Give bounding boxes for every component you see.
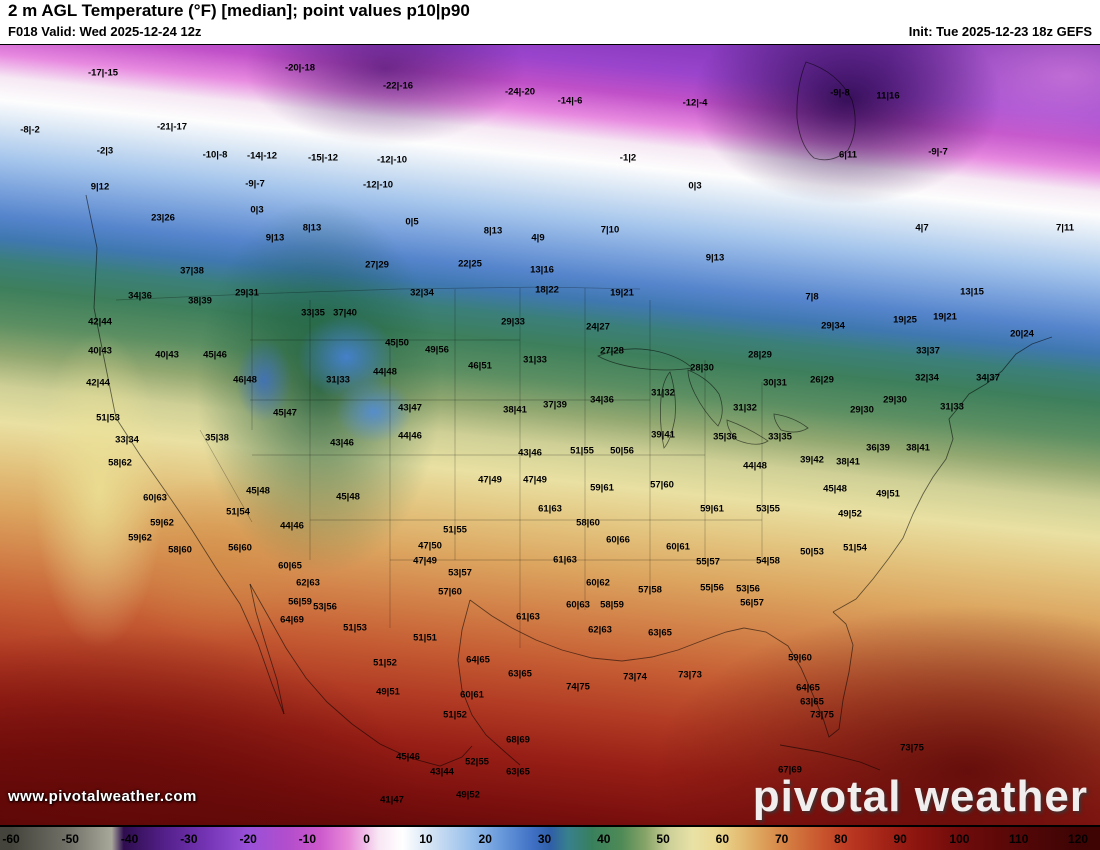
- colorbar-tick: 0: [363, 831, 370, 846]
- page-title: 2 m AGL Temperature (°F) [median]; point…: [8, 1, 470, 20]
- colorbar-tick: 30: [537, 831, 552, 846]
- colorbar-tick: 110: [1009, 831, 1029, 846]
- colorbar-tick: -60: [2, 831, 20, 846]
- colorbar-tick: 80: [834, 831, 848, 846]
- brand-watermark: pivotal weather: [752, 772, 1088, 821]
- site-watermark: www.pivotalweather.com: [8, 788, 197, 805]
- valid-time-label: F018 Valid: Wed 2025-12-24 12z: [8, 24, 202, 39]
- colorbar-tick: -10: [298, 831, 316, 846]
- colorbar-tick: -20: [239, 831, 257, 846]
- temperature-colorbar: -60 -50 -40 -30 -20 -10 0 10 20 30 40 50 60 70 80 90 100…: [0, 826, 1100, 850]
- temperature-map-image: [0, 44, 1100, 826]
- colorbar-tick: 100: [949, 831, 970, 846]
- init-time-label: Init: Tue 2025-12-23 18z GEFS: [908, 24, 1092, 39]
- colorbar-tick: 60: [715, 831, 730, 846]
- colorbar-tick: 10: [419, 831, 433, 846]
- colorbar-tick: 20: [478, 831, 492, 846]
- colorbar-tick: 40: [597, 831, 611, 846]
- colorbar-tick: 90: [893, 831, 907, 846]
- colorbar-tick: 120: [1067, 831, 1089, 846]
- colorbar-tick: -50: [61, 831, 79, 846]
- map-header: 2 m AGL Temperature (°F) [median]; point…: [0, 0, 1100, 44]
- colorbar-tick: 70: [774, 831, 789, 846]
- colorbar-tick: -40: [120, 831, 139, 846]
- colorbar-tick: -30: [180, 831, 198, 846]
- colorbar-tick: 50: [656, 831, 670, 846]
